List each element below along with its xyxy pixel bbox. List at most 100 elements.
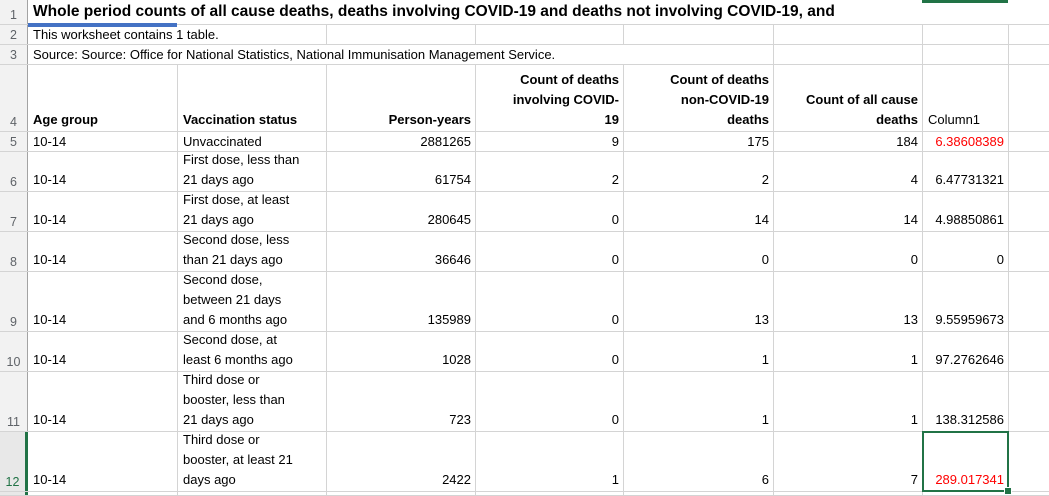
row-number[interactable]: 1 bbox=[0, 0, 28, 24]
cell-empty[interactable] bbox=[1008, 65, 1049, 131]
row-number[interactable]: 8 bbox=[0, 232, 28, 271]
cell-column1-value[interactable]: 138.312586 bbox=[922, 372, 1008, 431]
fill-handle[interactable] bbox=[1004, 487, 1012, 495]
cell-empty[interactable] bbox=[1008, 372, 1049, 431]
cell-covid-deaths[interactable]: 0 bbox=[475, 232, 623, 271]
cell-empty[interactable] bbox=[1008, 152, 1049, 191]
row-number[interactable]: 10 bbox=[0, 332, 28, 371]
cell-empty[interactable] bbox=[1008, 192, 1049, 231]
cell-empty[interactable] bbox=[1008, 432, 1049, 491]
cell-age-group[interactable]: 10-14 bbox=[33, 312, 67, 327]
cell-empty[interactable] bbox=[475, 492, 623, 495]
row-number[interactable]: 5 bbox=[0, 132, 28, 151]
cell-header-all-cause-deaths[interactable]: Count of all cause deaths bbox=[773, 65, 922, 131]
cell-worksheet-note[interactable]: This worksheet contains 1 table. bbox=[33, 26, 219, 42]
cell-person-years[interactable]: 61754 bbox=[326, 152, 475, 191]
cell-age-group[interactable]: 10-14 bbox=[33, 133, 67, 149]
cell-all-cause-deaths[interactable]: 0 bbox=[773, 232, 922, 271]
cell-source[interactable]: Source: Source: Office for National Stat… bbox=[33, 46, 556, 62]
cell-empty[interactable] bbox=[773, 25, 922, 44]
cell-empty[interactable] bbox=[1008, 332, 1049, 371]
row-number[interactable]: 7 bbox=[0, 192, 28, 231]
row-number[interactable]: 2 bbox=[0, 25, 28, 44]
cell-age-group[interactable]: 10-14 bbox=[33, 412, 67, 427]
cell-empty[interactable] bbox=[1008, 272, 1049, 331]
cell-empty[interactable] bbox=[177, 492, 326, 495]
cell-person-years[interactable]: 280645 bbox=[326, 192, 475, 231]
cell-header-person-years[interactable]: Person-years bbox=[326, 65, 475, 131]
cell-header-non-covid-deaths[interactable]: Count of deaths non-COVID-19 deaths bbox=[623, 65, 773, 131]
cell-all-cause-deaths[interactable]: 1 bbox=[773, 332, 922, 371]
cell-vaccination-status[interactable]: Second dose, between 21 days and 6 month… bbox=[177, 272, 326, 331]
cell-empty[interactable] bbox=[623, 25, 773, 44]
cell-covid-deaths[interactable]: 0 bbox=[475, 372, 623, 431]
cell-column1-value-selected[interactable]: 289.017341 bbox=[922, 431, 1012, 495]
cell-age-group[interactable]: 10-14 bbox=[33, 172, 67, 187]
cell-empty[interactable] bbox=[773, 492, 922, 495]
cell-non-covid-deaths[interactable]: 1 bbox=[623, 372, 773, 431]
cell-empty[interactable] bbox=[1008, 492, 1049, 495]
cell-column1-value[interactable]: 97.2762646 bbox=[922, 332, 1008, 371]
cell-column1-value[interactable]: 4.98850861 bbox=[922, 192, 1008, 231]
cell-header-age-group[interactable]: Age group bbox=[33, 112, 98, 127]
cell-all-cause-deaths[interactable]: 13 bbox=[773, 272, 922, 331]
cell-empty[interactable] bbox=[1008, 25, 1049, 44]
cell-non-covid-deaths[interactable]: 14 bbox=[623, 192, 773, 231]
cell-covid-deaths[interactable]: 2 bbox=[475, 152, 623, 191]
cell-age-group[interactable]: 10-14 bbox=[33, 472, 67, 487]
cell-column1-value[interactable]: 9.55959673 bbox=[922, 272, 1008, 331]
cell-all-cause-deaths[interactable]: 14 bbox=[773, 192, 922, 231]
cell-vaccination-status[interactable]: Second dose, at least 6 months ago bbox=[177, 332, 326, 371]
cell-vaccination-status[interactable]: Second dose, less than 21 days ago bbox=[177, 232, 326, 271]
cell-header-covid-deaths[interactable]: Count of deaths involving COVID- 19 bbox=[475, 65, 623, 131]
cell-covid-deaths[interactable]: 1 bbox=[475, 432, 623, 491]
cell-age-group[interactable]: 10-14 bbox=[33, 352, 67, 367]
cell-empty[interactable] bbox=[1008, 132, 1049, 151]
cell-vaccination-status[interactable]: First dose, less than 21 days ago bbox=[177, 152, 326, 191]
cell-empty[interactable] bbox=[326, 25, 475, 44]
cell-covid-deaths[interactable]: 0 bbox=[475, 272, 623, 331]
row-number[interactable]: 6 bbox=[0, 152, 28, 191]
cell-empty[interactable] bbox=[922, 45, 1008, 64]
cell-column1-value[interactable]: 6.38608389 bbox=[922, 132, 1008, 151]
cell-non-covid-deaths[interactable]: 6 bbox=[623, 432, 773, 491]
cell-non-covid-deaths[interactable]: 2 bbox=[623, 152, 773, 191]
cell-non-covid-deaths[interactable]: 0 bbox=[623, 232, 773, 271]
cell-vaccination-status[interactable]: First dose, at least 21 days ago bbox=[177, 192, 326, 231]
row-number-selected[interactable]: 12 bbox=[0, 432, 28, 491]
cell-empty[interactable] bbox=[773, 45, 922, 64]
cell-empty[interactable] bbox=[28, 492, 177, 495]
cell-empty[interactable] bbox=[1008, 45, 1049, 64]
cell-covid-deaths[interactable]: 0 bbox=[475, 192, 623, 231]
cell-covid-deaths[interactable]: 9 bbox=[475, 132, 623, 151]
cell-all-cause-deaths[interactable]: 7 bbox=[773, 432, 922, 491]
row-number[interactable]: 11 bbox=[0, 372, 28, 431]
cell-empty[interactable] bbox=[1008, 232, 1049, 271]
cell-empty[interactable] bbox=[326, 492, 475, 495]
row-number[interactable]: 3 bbox=[0, 45, 28, 64]
cell-header-vaccination-status[interactable]: Vaccination status bbox=[177, 65, 326, 131]
cell-empty[interactable] bbox=[475, 25, 623, 44]
cell-age-group[interactable]: 10-14 bbox=[33, 252, 67, 267]
cell-all-cause-deaths[interactable]: 184 bbox=[773, 132, 922, 151]
cell-all-cause-deaths[interactable]: 1 bbox=[773, 372, 922, 431]
cell-person-years[interactable]: 1028 bbox=[326, 332, 475, 371]
cell-person-years[interactable]: 723 bbox=[326, 372, 475, 431]
cell-all-cause-deaths[interactable]: 4 bbox=[773, 152, 922, 191]
cell-column1-value[interactable]: 6.47731321 bbox=[922, 152, 1008, 191]
cell-covid-deaths[interactable]: 0 bbox=[475, 332, 623, 371]
cell-person-years[interactable]: 135989 bbox=[326, 272, 475, 331]
cell-vaccination-status[interactable]: Unvaccinated bbox=[177, 132, 326, 151]
cell-person-years[interactable]: 36646 bbox=[326, 232, 475, 271]
cell-column1-value[interactable]: 0 bbox=[922, 232, 1008, 271]
row-number[interactable]: 9 bbox=[0, 272, 28, 331]
cell-worksheet-title[interactable]: Whole period counts of all cause deaths,… bbox=[33, 3, 835, 20]
cell-vaccination-status[interactable]: Third dose or booster, at least 21 days … bbox=[177, 432, 326, 491]
cell-person-years[interactable]: 2422 bbox=[326, 432, 475, 491]
cell-empty[interactable] bbox=[922, 25, 1008, 44]
cell-person-years[interactable]: 2881265 bbox=[326, 132, 475, 151]
cell-non-covid-deaths[interactable]: 175 bbox=[623, 132, 773, 151]
cell-empty[interactable] bbox=[623, 492, 773, 495]
cell-non-covid-deaths[interactable]: 1 bbox=[623, 332, 773, 371]
cell-header-column1[interactable]: Column1 bbox=[922, 65, 1008, 131]
